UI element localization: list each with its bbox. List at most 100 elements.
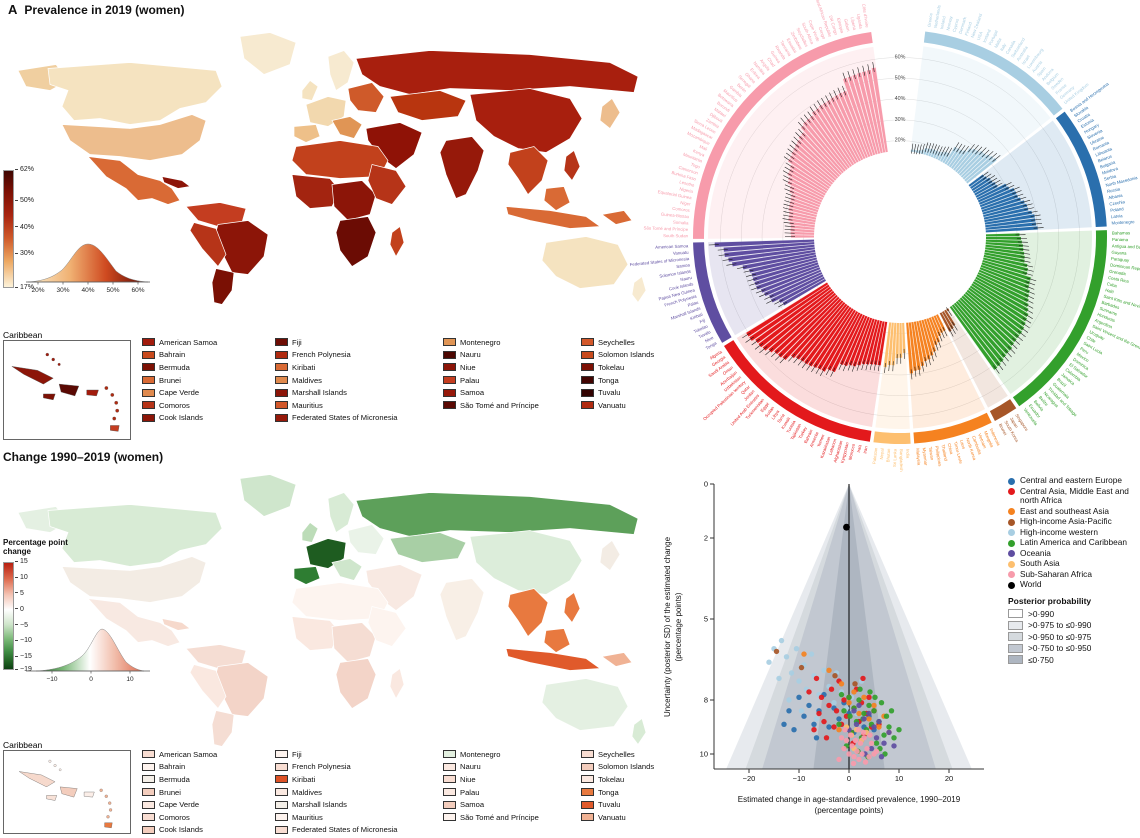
country-point [855,727,862,733]
carib-ant2 [110,393,115,397]
country-point [866,710,872,717]
map-region-uk [301,522,319,543]
country-point [786,708,792,714]
country-label: Benin [736,82,748,94]
prevalence-bar [944,146,957,165]
prevalence-bar [942,152,950,164]
prevalence-bar [809,115,850,169]
error-bar [873,360,877,371]
legend-item: French Polynesia [275,349,443,362]
radial-tick-label: 40% [895,96,906,102]
legend-item: Tokelau [581,361,676,374]
legend-item: High-income Asia-Pacific [1008,517,1140,527]
island-name: Nauru [460,762,481,772]
legend-region-name: Sub-Saharan Africa [1020,568,1092,579]
legend-item: Comoros [142,399,275,412]
prevalence-bar [800,303,848,362]
error-bar [968,144,975,153]
prevalence-bar [916,321,928,362]
country-label: Qatar [740,384,752,396]
color-swatch [581,401,594,410]
country-label: Ukraine [1089,135,1105,146]
map-region-west_africa [291,616,341,651]
prevalence-bar [937,151,944,161]
error-bar [872,61,875,72]
country-label: Yemen [816,433,826,448]
prevalence-bar [983,254,1028,268]
map-region-borneo [543,628,571,653]
island-name: Bermuda [159,774,190,784]
country-point [866,754,872,760]
prevalence-bar [714,239,815,247]
prevalence-bar [822,102,859,163]
prevalence-bar [794,143,837,181]
prevalence-bar [984,210,1033,223]
island-name: Tuvalu [598,388,621,398]
prevalence-bar [789,189,822,205]
country-label: Cuba [1106,281,1118,288]
prevalence-bar [789,168,828,194]
posterior-bin-item: >0·950 to ≤0·975 [1008,632,1140,642]
map-region-greenland [239,474,297,517]
density-tick-label: −10 [46,676,57,683]
error-bar [946,307,952,316]
funnel-scatter-plot: 0 2 5 8 10 −20 −10 0 10 20 Estimated change in ag… [663,480,984,815]
prevalence-bar [852,74,878,155]
country-point [878,700,885,706]
error-bar [1018,245,1029,247]
country-label: Norway [945,15,953,31]
legend-item: Marshall Islands [275,798,443,811]
region-background-sector [939,308,1008,408]
prevalence-bar [869,320,883,365]
map-region-canada [47,62,223,125]
country-label: Barbados [1101,300,1120,310]
country-point [806,689,812,695]
country-label: Nepal [879,448,885,460]
posterior-bin-label: >0·975 to ≤0·990 [1028,620,1092,631]
country-label: Gabon [843,18,851,32]
prevalence-bar [808,306,852,367]
prevalence-bar [959,297,1013,351]
error-bar [892,361,894,372]
prevalence-bar [800,125,844,174]
country-point [888,708,895,714]
error-bar [982,173,992,180]
caribbean-inset-map-a [3,340,131,440]
error-bar [913,143,916,154]
error-bar [921,143,925,154]
island-name: Solomon Islands [598,762,655,772]
error-bar [774,299,784,305]
prevalence-bar [749,254,817,273]
error-bar [759,346,768,354]
color-swatch [443,350,456,359]
island-name: Palau [460,787,480,797]
prevalence-bar [976,183,1007,201]
prevalence-bar [972,180,993,194]
map-region-australia [541,236,629,289]
legend-dot [1008,560,1015,568]
legend-item: Maldives [275,786,443,799]
prevalence-bar [906,322,914,374]
region-outer-ring [1012,230,1108,407]
prevalence-bar [790,228,815,233]
country-point [853,721,860,727]
legend-item: Nauru [443,761,581,774]
error-bar [784,196,795,201]
color-swatch [581,750,594,759]
country-label: Bahamas [1112,230,1130,235]
country-point [843,737,850,744]
prevalence-bar [961,295,1015,346]
carib-bahamas2 [53,764,57,767]
error-bar [784,200,795,204]
country-label: Haiti [1105,287,1115,294]
error-bar [935,145,940,155]
error-bar [993,182,1003,188]
country-point [813,716,820,722]
prevalence-bar [936,314,946,332]
country-point [866,694,872,700]
prevalence-bar [769,272,823,299]
country-point [847,732,854,738]
prevalence-bar [770,274,824,303]
country-label: Kuwait [780,416,791,430]
island-name: Niue [460,774,476,784]
